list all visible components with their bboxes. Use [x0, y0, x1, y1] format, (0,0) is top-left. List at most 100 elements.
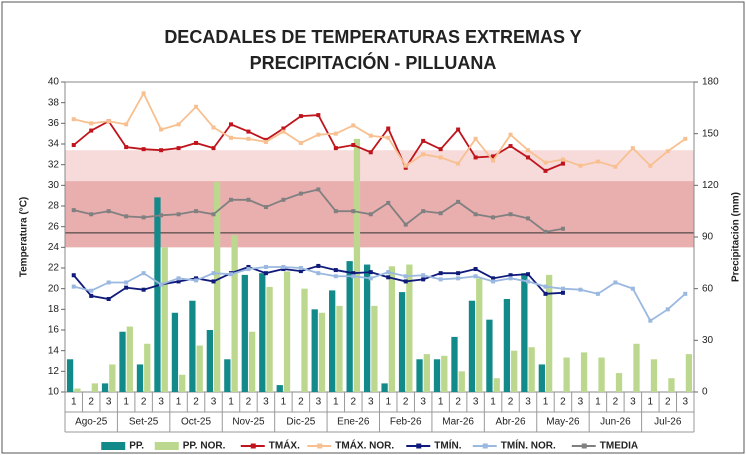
line-marker	[281, 264, 286, 269]
bar	[329, 290, 336, 392]
line-marker	[333, 131, 338, 136]
line-marker	[560, 161, 565, 166]
x-tick-label: 2	[403, 397, 409, 408]
line-marker	[246, 264, 251, 269]
line-marker	[124, 122, 129, 127]
x-tick-label: 2	[665, 397, 671, 408]
month-label: May-26	[546, 417, 580, 428]
line-marker	[368, 276, 373, 281]
line-marker	[403, 163, 408, 168]
line-marker	[89, 121, 94, 126]
line-marker	[124, 285, 129, 290]
bar	[486, 319, 493, 392]
y-tick-label: 10	[48, 387, 60, 398]
line-marker	[194, 209, 199, 214]
line-marker	[421, 152, 426, 157]
x-tick-label: 1	[490, 397, 496, 408]
line-marker	[246, 267, 251, 272]
line-marker	[159, 148, 164, 153]
y-tick-label: 28	[48, 201, 60, 212]
bar	[668, 378, 675, 392]
line-marker	[298, 191, 303, 196]
line-marker	[421, 209, 426, 214]
bar	[266, 286, 273, 392]
line-marker	[473, 212, 478, 217]
bar	[126, 326, 133, 392]
x-tick-label: 3	[316, 397, 322, 408]
y-tick-label: 12	[48, 366, 60, 377]
line-marker	[333, 209, 338, 214]
bar	[248, 331, 256, 392]
line-marker	[106, 280, 111, 285]
chart-title: PRECIPITACIÓN - PILLUANA	[250, 52, 497, 73]
line-marker	[368, 133, 373, 138]
line-marker	[194, 140, 199, 145]
x-tick-label: 3	[263, 397, 269, 408]
line-marker	[613, 280, 618, 285]
bar	[224, 359, 231, 392]
line-marker	[176, 279, 181, 284]
bar	[650, 359, 658, 392]
line-marker	[89, 293, 94, 298]
line-marker	[473, 274, 478, 279]
bar	[388, 266, 396, 392]
line-marker	[263, 139, 268, 144]
legend-label: TMÁX.	[269, 439, 300, 452]
bar	[381, 383, 388, 392]
x-tick-label: 2	[560, 397, 566, 408]
line-marker	[298, 266, 303, 270]
bar	[371, 305, 378, 392]
x-tick-label: 1	[648, 397, 654, 408]
line-marker	[298, 114, 303, 119]
bar	[615, 373, 623, 392]
line	[73, 266, 686, 322]
x-tick-label: 3	[158, 397, 164, 408]
x-tick-label: 3	[682, 397, 688, 408]
legend-label: TMEDIA	[600, 441, 638, 452]
line-marker	[595, 291, 600, 296]
x-tick-label: 2	[141, 397, 147, 408]
bar	[580, 352, 588, 392]
line-marker	[491, 215, 496, 220]
month-label: Jul-26	[654, 417, 682, 428]
x-tick-label: 1	[71, 397, 77, 408]
bar	[136, 364, 144, 392]
line-marker	[491, 154, 496, 159]
bar	[283, 271, 291, 392]
line-marker	[508, 132, 513, 137]
x-tick-label: 1	[333, 397, 339, 408]
y-tick-label: 14	[48, 345, 60, 356]
month-label: Jun-26	[600, 417, 631, 428]
line-marker	[211, 271, 216, 276]
line-marker	[543, 291, 548, 296]
line-marker	[438, 147, 443, 152]
y-tick-label: 18	[48, 304, 60, 315]
y-tick-label: 40	[48, 77, 60, 88]
bar	[353, 138, 361, 392]
line	[73, 91, 686, 168]
line-marker	[228, 135, 233, 140]
x-tick-label: 1	[281, 397, 287, 408]
x-tick-label: 1	[595, 397, 601, 408]
x-tick-label: 3	[630, 397, 636, 408]
x-tick-label: 3	[578, 397, 584, 408]
line-marker	[228, 272, 233, 277]
line-marker	[368, 270, 373, 275]
y2-tick-label: 60	[702, 283, 714, 294]
line-marker	[263, 137, 268, 142]
line-marker	[106, 297, 111, 301]
x-tick-label: 2	[508, 397, 514, 408]
line-marker	[578, 163, 583, 168]
bar	[493, 378, 500, 392]
reference-band	[65, 150, 694, 248]
bar	[154, 197, 161, 392]
line-marker	[89, 288, 94, 293]
line-marker	[176, 146, 181, 151]
line-marker	[228, 197, 233, 202]
line-marker	[630, 286, 635, 291]
month-label: Mar-26	[442, 417, 474, 428]
line-marker	[526, 155, 531, 160]
bar	[301, 288, 308, 392]
bar	[231, 235, 238, 392]
line-marker	[228, 122, 233, 127]
